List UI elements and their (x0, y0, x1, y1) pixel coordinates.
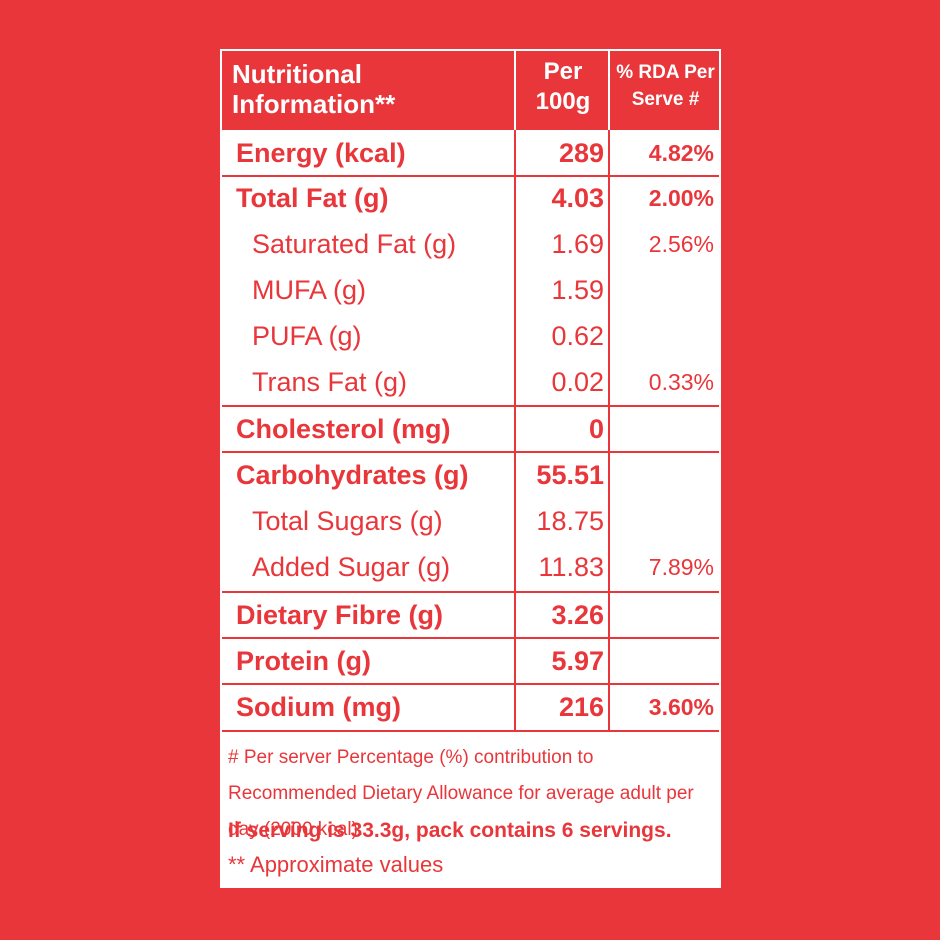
per-100g-value: 0.02 (551, 367, 604, 397)
table-row: MUFA (g) 1.59 (222, 270, 719, 310)
nutrient-label: Total Fat (g) (236, 183, 389, 213)
table-row: Dietary Fibre (g) 3.26 (222, 595, 719, 635)
approximate-values-note: ** Approximate values (228, 852, 444, 877)
per-100g-value: 55.51 (536, 460, 604, 490)
nutrition-facts-panel: Nutritional Information** Per 100g % RDA… (220, 49, 721, 888)
nutrient-label: PUFA (g) (252, 321, 362, 351)
table-row: Protein (g) 5.97 (222, 641, 719, 681)
nutrient-label: Added Sugar (g) (252, 552, 451, 582)
table-row: Saturated Fat (g) 1.69 2.56% (222, 224, 719, 264)
per-100g-value: 18.75 (536, 506, 604, 536)
table-row: Sodium (mg) 216 3.60% (222, 687, 719, 727)
nutrient-label: Dietary Fibre (g) (236, 600, 444, 630)
header-divider (608, 51, 610, 130)
table-body: Energy (kcal) 289 4.82% Total Fat (g) 4.… (222, 130, 719, 730)
rda-value: 2.56% (648, 231, 714, 257)
per-100g-value: 11.83 (538, 552, 604, 582)
per-100g-value: 4.03 (551, 183, 604, 213)
per-100g-value: 3.26 (551, 600, 604, 630)
nutrient-label: Trans Fat (g) (252, 367, 408, 397)
table-row: Carbohydrates (g) 55.51 (222, 455, 719, 495)
header-per-line2: 100g (535, 88, 591, 115)
per-100g-value: 1.59 (551, 275, 604, 305)
header-title-line1: Nutritional (232, 59, 362, 89)
header-rda: % RDA Per Serve # (612, 59, 719, 113)
row-divider (222, 683, 719, 685)
per-100g-value: 0.62 (551, 321, 604, 351)
per-100g-value: 289 (558, 138, 604, 168)
row-divider (222, 637, 719, 639)
per-100g-value: 0 (588, 414, 604, 444)
header-rda-line1: % RDA Per (616, 62, 715, 83)
nutrient-label: MUFA (g) (252, 275, 367, 305)
per-100g-value: 216 (558, 692, 604, 722)
table-row: Added Sugar (g) 11.83 7.89% (222, 547, 719, 587)
footnotes: # Per server Percentage (%) contribution… (222, 730, 719, 886)
table-row: Energy (kcal) 289 4.82% (222, 133, 719, 173)
table-header: Nutritional Information** Per 100g % RDA… (222, 51, 719, 130)
nutrient-label: Carbohydrates (g) (236, 460, 469, 490)
nutrient-label: Energy (kcal) (236, 138, 406, 168)
table-row: PUFA (g) 0.62 (222, 316, 719, 356)
table-row: Cholesterol (mg) 0 (222, 409, 719, 449)
rda-footnote: # Per server Percentage (%) contribution… (228, 747, 694, 840)
nutrient-label: Sodium (mg) (236, 692, 401, 722)
nutrient-label: Protein (g) (236, 646, 371, 676)
header-title: Nutritional Information** (232, 59, 395, 119)
nutrient-label: Cholesterol (mg) (236, 414, 451, 444)
table-row: Trans Fat (g) 0.02 0.33% (222, 362, 719, 402)
serving-note: If serving is 33.3g, pack contains 6 ser… (228, 819, 672, 842)
table-row: Total Fat (g) 4.03 2.00% (222, 178, 719, 218)
row-divider (222, 451, 719, 453)
nutrient-label: Total Sugars (g) (252, 506, 443, 536)
rda-value: 0.33% (648, 369, 714, 395)
column-divider (608, 130, 610, 730)
per-100g-value: 1.69 (551, 229, 604, 259)
row-divider (222, 591, 719, 593)
row-divider (222, 175, 719, 177)
header-divider (514, 51, 516, 130)
rda-value: 3.60% (648, 694, 714, 720)
row-divider (222, 405, 719, 407)
header-per-line1: Per (543, 58, 583, 85)
header-rda-line2: Serve # (631, 89, 700, 110)
table-row: Total Sugars (g) 18.75 (222, 501, 719, 541)
rda-value: 7.89% (648, 554, 714, 580)
nutrient-label: Saturated Fat (g) (252, 229, 457, 259)
header-per-100g: Per 100g (518, 57, 608, 117)
rda-value: 4.82% (648, 140, 714, 166)
rda-value: 2.00% (648, 185, 714, 211)
header-title-line2: Information** (232, 89, 396, 119)
per-100g-value: 5.97 (551, 646, 604, 676)
column-divider (514, 130, 516, 730)
